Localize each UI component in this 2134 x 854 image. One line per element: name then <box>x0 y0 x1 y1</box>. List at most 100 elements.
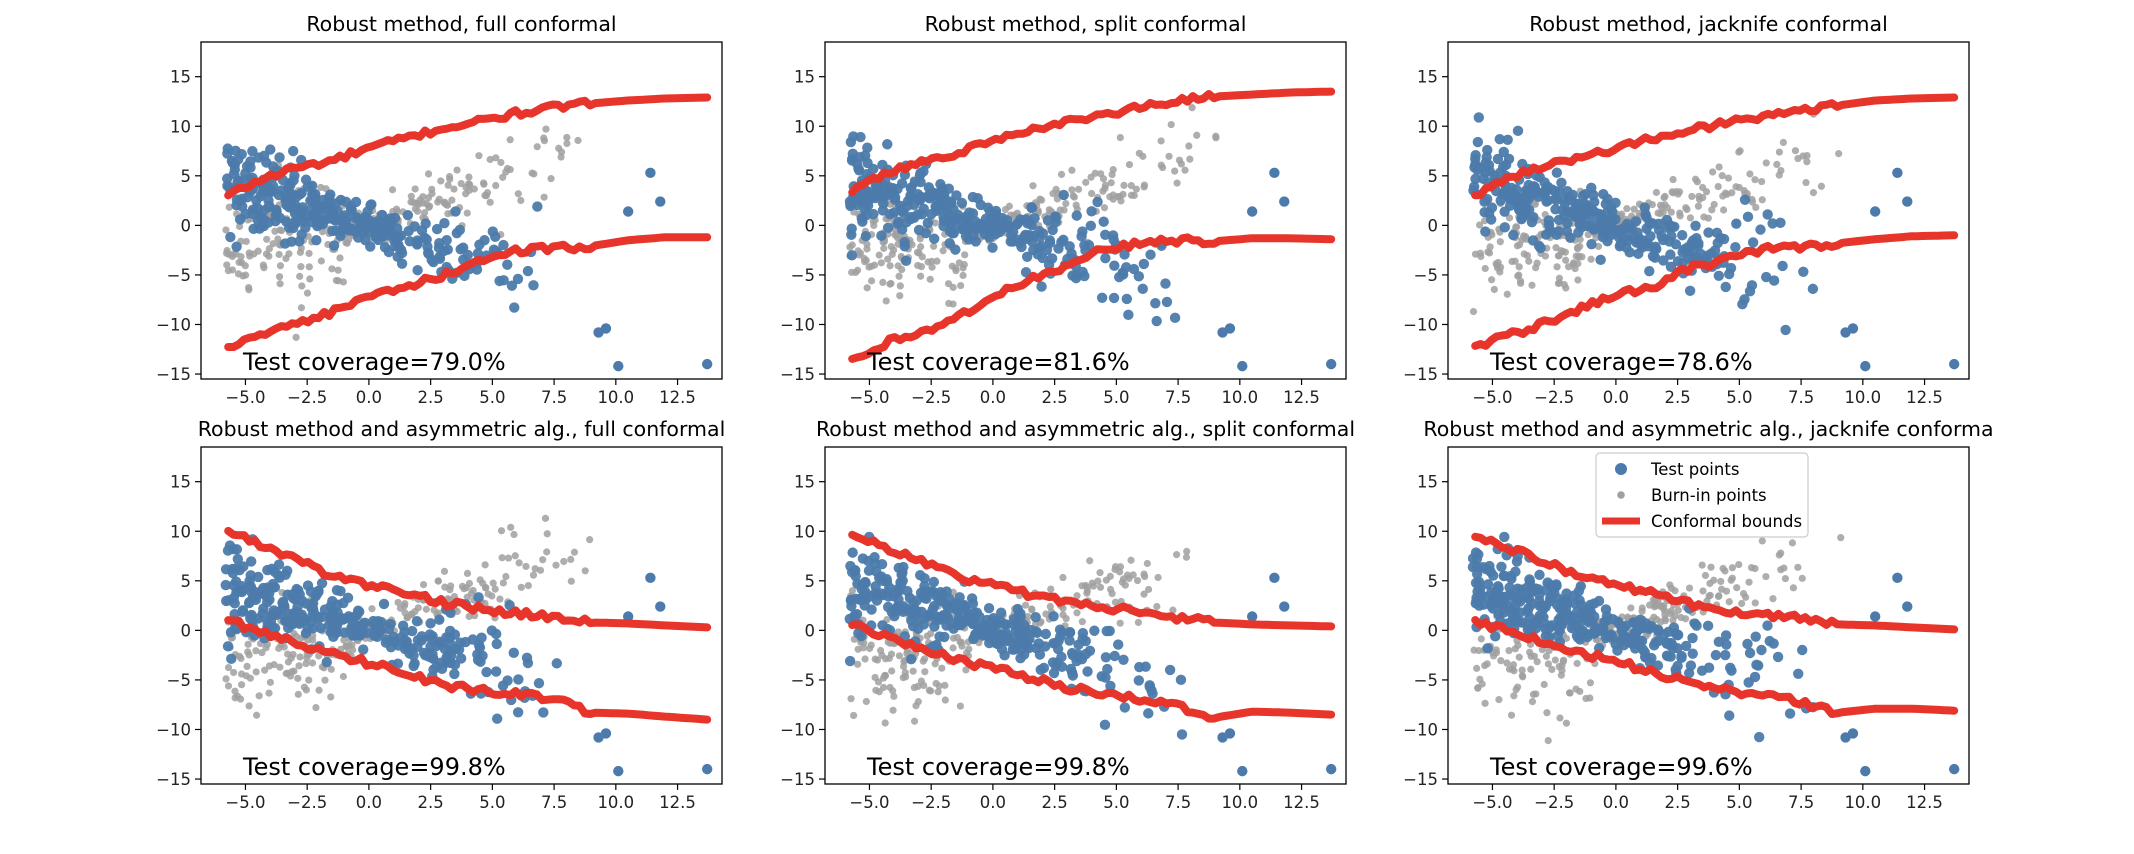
test-point <box>1543 631 1555 643</box>
burn-in-point <box>409 198 417 207</box>
plot-area <box>222 93 713 372</box>
burn-in-point <box>1525 257 1533 265</box>
test-point <box>1096 292 1108 303</box>
test-point <box>1499 531 1510 543</box>
test-point <box>1742 211 1754 223</box>
burn-in-point <box>492 154 500 162</box>
burn-in-point <box>853 266 862 274</box>
test-point <box>486 625 498 636</box>
test-point <box>1534 569 1545 581</box>
test-point <box>331 585 343 596</box>
burn-in-point <box>237 654 245 663</box>
test-point <box>849 564 861 576</box>
burn-in-point <box>959 271 967 280</box>
burn-in-point <box>1088 579 1096 587</box>
burn-in-point <box>339 672 347 681</box>
burn-in-point <box>923 632 931 640</box>
test-point <box>922 217 934 229</box>
burn-in-point <box>507 523 515 531</box>
burn-in-point <box>920 681 928 690</box>
test-point <box>1486 202 1498 213</box>
burn-in-point <box>285 250 293 258</box>
burn-in-point <box>1186 155 1194 163</box>
burn-in-point <box>1140 570 1148 578</box>
subplot-title: Robust method, jacknife conformal <box>1529 12 1888 36</box>
burn-in-point <box>1660 194 1668 202</box>
conformal-bound-upper <box>1471 532 1959 634</box>
burn-in-point <box>1088 189 1096 198</box>
y-tick-label: −5 <box>1414 266 1438 285</box>
test-point <box>1037 252 1048 264</box>
burn-in-point <box>1492 649 1501 657</box>
burn-in-point <box>1106 585 1115 593</box>
test-point <box>1601 611 1613 622</box>
x-tick-label: −5.0 <box>1472 388 1512 407</box>
burn-in-point <box>484 590 492 598</box>
x-tick-label: −5.0 <box>849 793 889 812</box>
test-point <box>1160 278 1171 289</box>
burn-in-point <box>244 640 252 648</box>
burn-in-point <box>1057 170 1066 179</box>
test-point <box>327 225 338 237</box>
test-point <box>593 327 604 338</box>
burn-in-point <box>1512 685 1520 694</box>
burn-in-point <box>1486 243 1494 251</box>
test-point <box>1479 196 1490 207</box>
test-point <box>247 146 258 157</box>
burn-in-point <box>1481 264 1489 273</box>
test-point <box>1486 214 1497 225</box>
x-tick-label: 0.0 <box>356 793 382 812</box>
burn-in-point <box>1658 204 1666 212</box>
burn-in-point <box>1100 204 1109 212</box>
test-point <box>984 232 995 243</box>
burn-in-point <box>1096 569 1104 577</box>
burn-in-point <box>854 660 862 668</box>
burn-in-point <box>1558 666 1566 675</box>
test-point <box>1629 643 1641 654</box>
burn-in-point <box>1133 576 1142 585</box>
burn-in-point <box>896 282 904 290</box>
test-point <box>1754 731 1765 743</box>
test-point <box>1840 732 1851 743</box>
burn-in-point <box>1745 578 1753 586</box>
test-point <box>1545 622 1556 633</box>
burn-in-point <box>1817 182 1826 190</box>
conformal-bound-upper <box>848 87 1336 197</box>
burn-in-point <box>563 133 571 142</box>
burn-in-point <box>1719 564 1727 573</box>
x-tick-label: −2.5 <box>911 388 951 407</box>
test-point <box>847 547 858 558</box>
y-tick-label: 5 <box>181 572 192 591</box>
burn-in-point <box>1780 564 1788 572</box>
burn-in-point <box>271 227 279 235</box>
burn-in-point <box>242 237 250 246</box>
test-point <box>645 167 656 179</box>
test-point <box>622 611 634 622</box>
test-point <box>300 174 312 185</box>
test-point <box>533 678 545 689</box>
burn-in-point <box>1510 692 1518 700</box>
test-point <box>995 616 1007 628</box>
test-point <box>1534 600 1546 612</box>
test-point <box>1902 601 1913 612</box>
test-point <box>402 210 414 221</box>
test-point <box>1014 237 1025 249</box>
test-point <box>1555 612 1566 623</box>
burn-in-point <box>1099 175 1108 183</box>
x-tick-label: 5.0 <box>1103 793 1129 812</box>
test-point <box>1666 639 1678 650</box>
burn-in-point <box>1505 214 1514 222</box>
burn-in-point <box>315 686 323 694</box>
test-point <box>449 668 460 680</box>
x-tick-label: 5.0 <box>1726 388 1752 407</box>
burn-in-point <box>887 650 896 658</box>
test-point <box>416 225 428 236</box>
burn-in-point <box>1078 618 1086 626</box>
burn-in-point <box>1706 579 1714 588</box>
test-point <box>944 237 955 249</box>
x-tick-label: 7.5 <box>1165 793 1191 812</box>
burn-in-point <box>514 190 522 198</box>
test-point <box>278 600 290 612</box>
burn-in-point <box>1543 709 1551 717</box>
burn-in-point <box>401 600 409 608</box>
